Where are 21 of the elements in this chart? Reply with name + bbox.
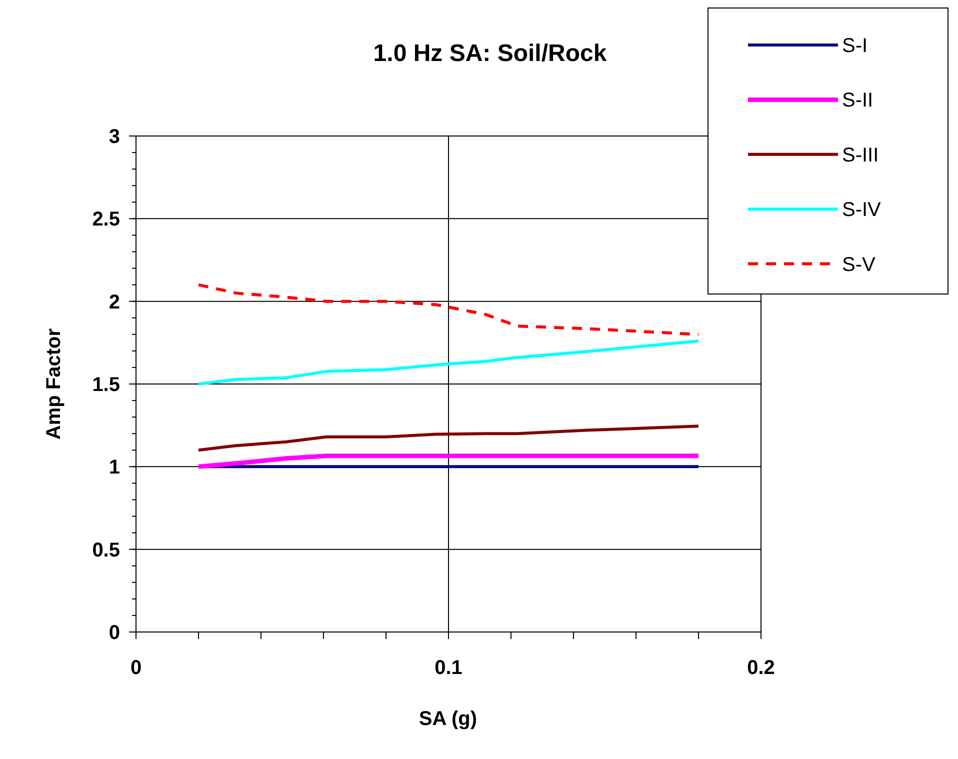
x-tick-label: 0.1 bbox=[434, 657, 462, 679]
line-series bbox=[197, 424, 700, 452]
legend-label: S-IV bbox=[842, 199, 882, 222]
y-tick-label: 1.5 bbox=[92, 374, 120, 396]
y-axis-title: Amp Factor bbox=[43, 328, 65, 440]
legend-label: S-I bbox=[842, 35, 868, 57]
y-tick-label: 3 bbox=[108, 126, 120, 148]
y-tick-label: 2.5 bbox=[92, 208, 120, 231]
legend-label: S-II bbox=[842, 90, 874, 112]
x-axis-title: SA (g) bbox=[418, 708, 478, 730]
y-tick-label: 0.5 bbox=[92, 539, 120, 562]
legend-label: S-V bbox=[842, 254, 876, 276]
line-series bbox=[197, 340, 700, 386]
y-tick-label: 1 bbox=[108, 456, 120, 479]
x-tick-label: 0.2 bbox=[747, 657, 775, 679]
y-tick-label: 2 bbox=[108, 291, 120, 314]
chart-title: 1.0 Hz SA: Soil/Rock bbox=[373, 40, 608, 67]
legend-label: S-III bbox=[842, 144, 879, 166]
y-tick-label: 0 bbox=[108, 622, 120, 644]
x-tick-label: 0 bbox=[130, 657, 142, 679]
line-series bbox=[197, 283, 700, 336]
